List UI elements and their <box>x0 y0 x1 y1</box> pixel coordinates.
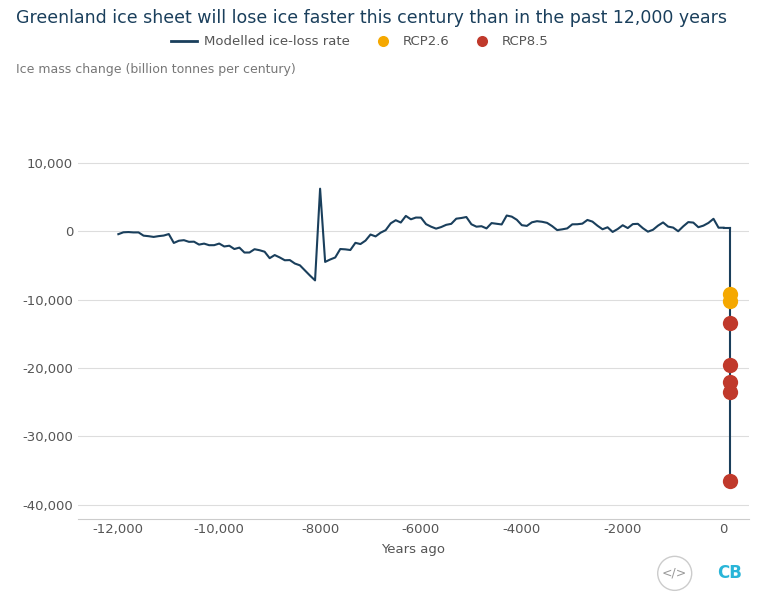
Text: Ice mass change (billion tonnes per century): Ice mass change (billion tonnes per cent… <box>16 63 296 76</box>
Legend: Modelled ice-loss rate, RCP2.6, RCP8.5: Modelled ice-loss rate, RCP2.6, RCP8.5 <box>165 30 554 54</box>
Text: </>: </> <box>662 567 687 580</box>
X-axis label: Years ago: Years ago <box>381 544 445 556</box>
Text: CB: CB <box>717 564 742 582</box>
Text: Greenland ice sheet will lose ice faster this century than in the past 12,000 ye: Greenland ice sheet will lose ice faster… <box>16 9 727 27</box>
